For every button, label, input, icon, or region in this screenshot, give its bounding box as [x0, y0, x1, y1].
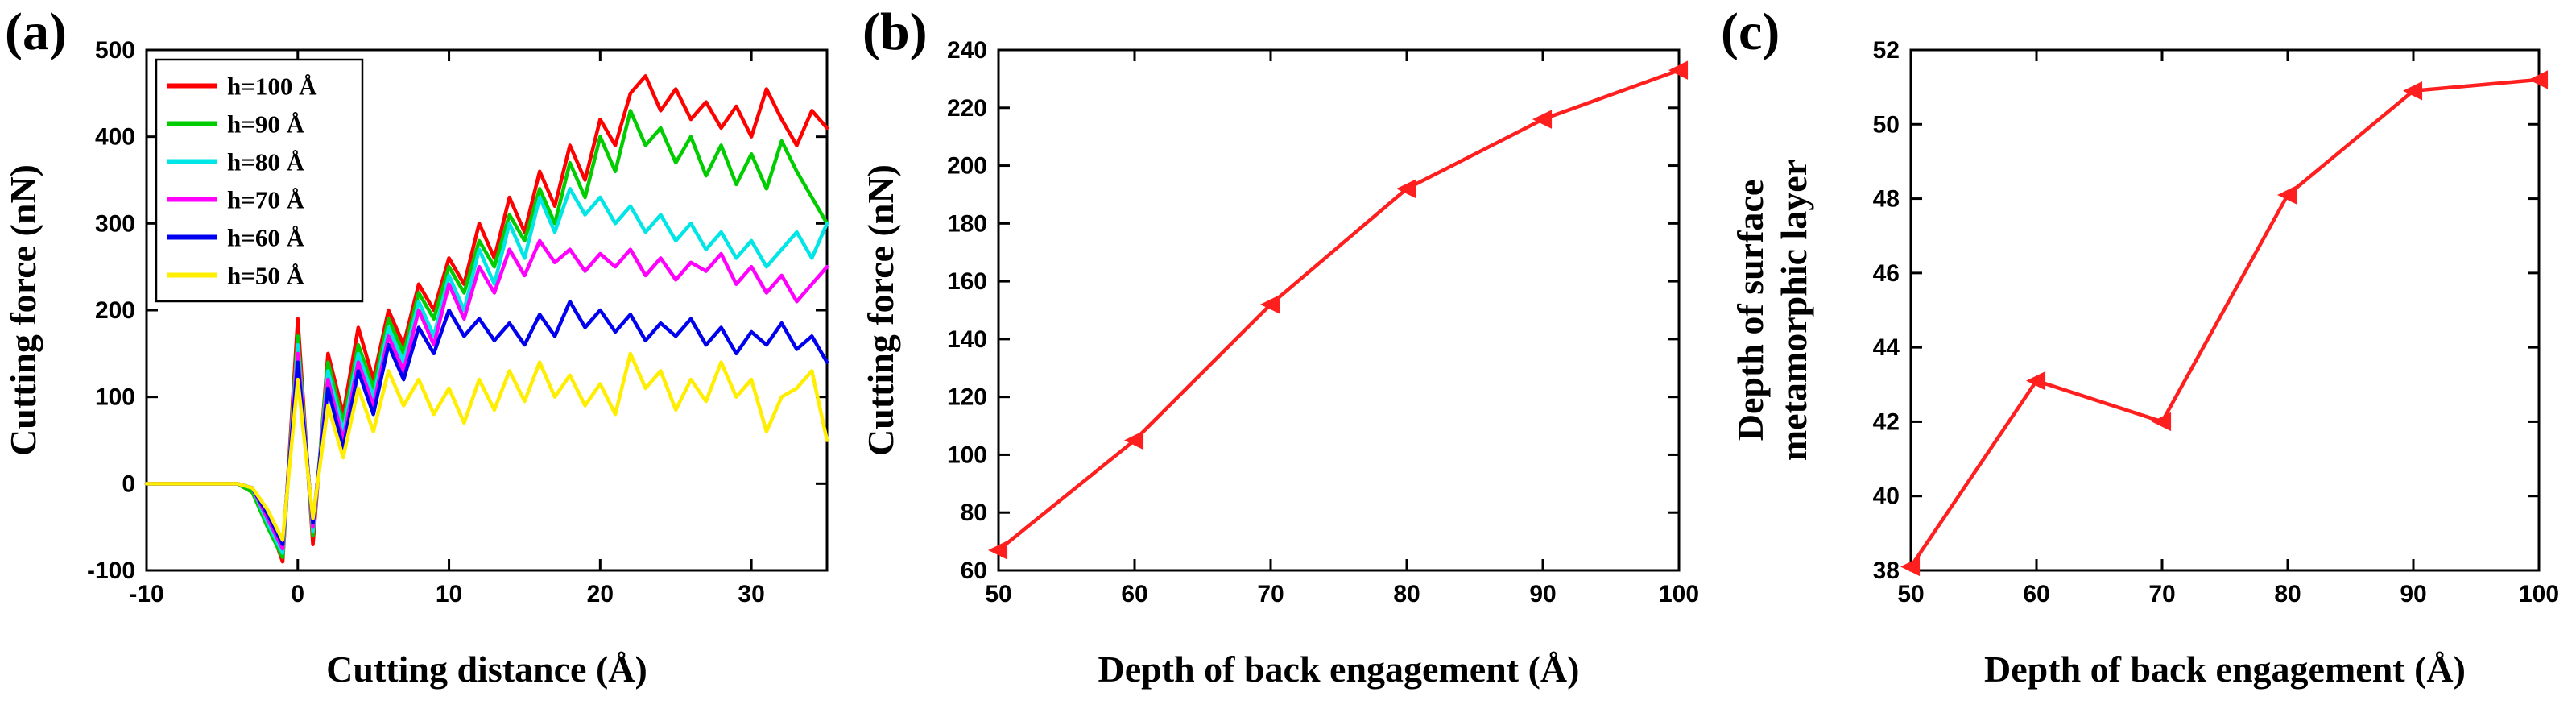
- y-axis-label: Cutting force (nN): [860, 164, 901, 456]
- series-marker: [2152, 412, 2172, 432]
- y-axis-label-line: Depth of surface: [1730, 180, 1771, 441]
- y-tick-label: 200: [95, 297, 135, 324]
- series-marker: [988, 541, 1008, 560]
- y-tick-label: 0: [122, 470, 135, 497]
- x-axis-label: Depth of back engagement (Å): [1984, 649, 2466, 690]
- y-tick-label: 46: [1873, 260, 1900, 287]
- x-tick-label: 70: [2148, 581, 2175, 607]
- series-marker: [1396, 179, 1416, 198]
- series-line-0: [1908, 77, 2541, 569]
- series-line-0: [996, 68, 1681, 553]
- x-tick-label: 90: [2400, 581, 2426, 607]
- y-tick-label: 300: [95, 210, 135, 237]
- x-tick-label: 60: [1121, 581, 1147, 607]
- y-tick-label: 44: [1873, 334, 1900, 361]
- y-axis-label: Cutting force (nN): [2, 164, 43, 456]
- series-marker: [1532, 110, 1553, 129]
- legend-label: h=70 Å: [227, 186, 305, 214]
- x-tick-label: 50: [985, 581, 1011, 607]
- chart-b: 50 60 70 80 90 100608010012014016018020022024…: [860, 37, 1699, 690]
- series-marker: [2403, 81, 2423, 101]
- series-marker: [2026, 371, 2046, 391]
- legend-label: h=80 Å: [227, 148, 305, 176]
- series-marker: [1260, 295, 1280, 314]
- panel-c-letter: (c): [1721, 2, 1780, 61]
- panel-b-letter: (b): [862, 2, 928, 61]
- x-tick-label: 20: [587, 581, 614, 607]
- y-tick-label: 80: [961, 499, 987, 526]
- series-marker: [2528, 70, 2549, 89]
- series-line-5: [144, 351, 829, 542]
- y-axis-label-line: metamorphic layer: [1773, 160, 1814, 461]
- y-axis-label: Depth of surfacemetamorphic layer: [1730, 160, 1814, 461]
- y-tick-label: 38: [1873, 557, 1900, 584]
- x-axis-label: Cutting distance (Å): [326, 649, 647, 690]
- x-tick-label: 0: [291, 581, 304, 607]
- series-line-4: [144, 299, 829, 546]
- x-tick-label: 100: [1659, 581, 1699, 607]
- plot-box: [997, 48, 1681, 572]
- panel-b: (b) 50 60 70 80 90 100 60 80 100 120 140 160 180 200 2…: [858, 0, 1716, 717]
- x-tick-label: 90: [1529, 581, 1556, 607]
- legend-label: h=50 Å: [227, 262, 305, 290]
- chart-c: 50 60 70 80 90 100 38 40 42 44 46 48 50 52 Depth of ba…: [1730, 37, 2559, 690]
- y-tick-label: 400: [95, 124, 135, 151]
- y-tick-label: 50: [1873, 111, 1900, 138]
- legend-box: [155, 58, 364, 303]
- y-tick-label: 60: [961, 557, 987, 584]
- x-tick-label: 60: [2023, 581, 2049, 607]
- x-tick-label: 70: [1257, 581, 1284, 607]
- y-axis-label-line: Cutting force (nN): [860, 164, 901, 456]
- y-tick-label: 500: [95, 37, 135, 64]
- panel-a: (a) -10 0 10 20 30 -100 0 100 200 300 400 500 Cuttin…: [0, 0, 858, 717]
- x-tick-label: 30: [738, 581, 764, 607]
- y-tick-label: 220: [947, 95, 987, 122]
- legend-label: h=60 Å: [227, 224, 305, 252]
- y-tick-label: 100: [95, 384, 135, 411]
- series-marker: [1124, 430, 1144, 450]
- legend-label: h=100 Å: [227, 73, 317, 101]
- x-tick-label: 80: [1393, 581, 1420, 607]
- x-tick-label: 80: [2274, 581, 2301, 607]
- y-tick-label: 240: [947, 37, 987, 64]
- x-tick-label: 10: [436, 581, 462, 607]
- series-marker: [2277, 185, 2297, 205]
- x-tick-label: 50: [1897, 581, 1924, 607]
- y-tick-label: 140: [947, 326, 987, 353]
- panel-a-letter: (a): [5, 2, 67, 61]
- x-axis-label: Depth of back engagement (Å): [1098, 649, 1580, 690]
- y-tick-label: -100: [87, 557, 135, 584]
- legend: h=100 Å h=90 Å h=80 Å h=70 Å h=60 Å h=50 Å: [155, 58, 364, 303]
- x-tick-label: -10: [129, 581, 163, 607]
- y-tick-label: 120: [947, 384, 987, 411]
- y-axis-label-line: Cutting force (nN): [2, 164, 43, 456]
- legend-label: h=90 Å: [227, 110, 305, 139]
- panel-c: (c) 50 60 70 80 90 100 38 40 42 44 46 48 50 52 Depth o…: [1716, 0, 2576, 717]
- x-tick-label: 100: [2519, 581, 2559, 607]
- y-tick-label: 40: [1873, 483, 1900, 510]
- series-marker: [1668, 60, 1689, 80]
- y-tick-label: 160: [947, 268, 987, 295]
- y-tick-label: 200: [947, 153, 987, 180]
- y-tick-label: 180: [947, 210, 987, 237]
- series-marker: [1900, 557, 1921, 577]
- y-tick-label: 48: [1873, 186, 1900, 213]
- y-tick-label: 52: [1873, 37, 1900, 64]
- y-tick-label: 100: [947, 441, 987, 468]
- y-tick-label: 42: [1873, 408, 1900, 435]
- plot-box: [1909, 48, 2541, 572]
